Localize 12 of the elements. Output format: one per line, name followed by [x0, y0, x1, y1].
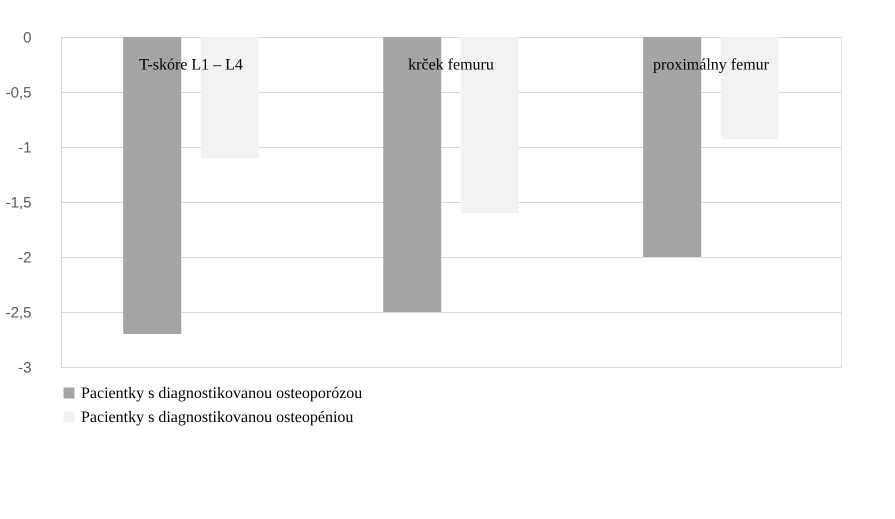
y-tick-label: -1	[18, 140, 32, 156]
y-tick-label: -2	[18, 250, 32, 266]
legend-label: Pacientky s diagnostikovanou osteoporózou	[81, 385, 362, 402]
y-tick-label: -0,5	[6, 84, 32, 102]
x-tick-label: T-skóre L1 – L4	[139, 56, 243, 74]
x-tick-label: proximálny femur	[653, 56, 770, 74]
y-tick-label: -3	[18, 360, 32, 376]
legend-label: Pacientky s diagnostikovanou osteopéniou	[81, 409, 354, 426]
y-tick-label: -2,5	[6, 304, 32, 322]
y-tick-label: -1,5	[6, 194, 32, 212]
y-tick-label: 0	[23, 30, 32, 46]
x-tick-label: krček femuru	[408, 56, 494, 74]
